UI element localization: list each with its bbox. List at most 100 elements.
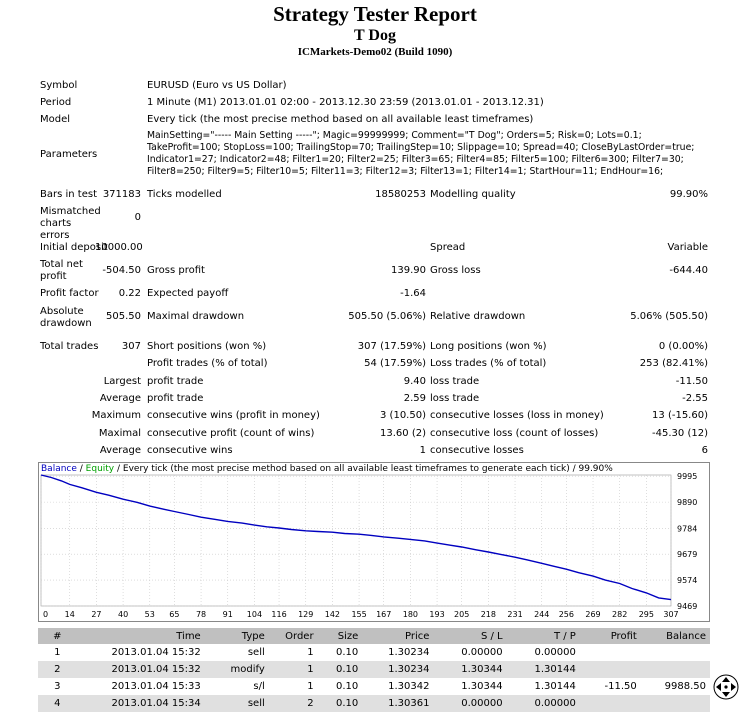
cell-sl: 1.30344 (461, 681, 503, 692)
reldd-label: Relative drawdown (430, 311, 526, 322)
cell-profit (579, 661, 641, 678)
short-label: Short positions (won %) (147, 341, 267, 352)
chart-caption-balance: Balance (41, 464, 77, 474)
report-server: ICMarkets-Demo02 (Build 1090) (297, 46, 453, 58)
cell-number: 4 (38, 695, 77, 712)
bars-label: Bars in test (40, 189, 97, 200)
maximum-label: Maximum (91, 410, 141, 421)
average2-label: Average (99, 445, 141, 456)
trades-label: Total trades (40, 341, 99, 352)
cons-losses-money-label: consecutive losses (loss in money) (430, 410, 604, 421)
move-arrows-icon[interactable] (713, 674, 739, 700)
y-tick-label: 9995 (677, 472, 697, 481)
trades-header-row: # Time Type Order Size Price S / L T / P… (38, 628, 710, 644)
ltrades-label: Loss trades (% of total) (430, 358, 547, 369)
report-subtitle: T Dog (354, 27, 396, 44)
deposit-value: 10000.00 (95, 242, 143, 253)
y-tick-label: 9890 (677, 498, 697, 507)
average-profit-value: 2.59 (403, 393, 426, 404)
cons-losses-money-value: 13 (-15.60) (652, 410, 708, 421)
mismatched-label: Mismatched charts errors (40, 206, 101, 241)
cell-type: sell (247, 647, 265, 658)
cell-type: modify (204, 661, 269, 678)
col-number: # (38, 628, 77, 644)
period-label: Period (40, 97, 72, 108)
largest-profit-label: profit trade (147, 376, 204, 387)
cell-profit: -11.50 (604, 681, 637, 692)
grossprofit-value: 139.90 (391, 265, 426, 276)
cell-order: 1 (307, 681, 314, 692)
balance-chart: Balance / Equity / Every tick (the most … (38, 462, 710, 622)
x-tick-label: 129 (298, 610, 313, 619)
plot-frame (40, 474, 672, 607)
quality-value: 99.90% (669, 189, 708, 200)
col-size: Size (317, 628, 363, 644)
long-value: 0 (0.00%) (658, 341, 708, 352)
avg-cons-wins-label: consecutive wins (147, 445, 233, 456)
cons-loss-count-value: -45.30 (12) (652, 428, 708, 439)
chart-caption-sep: / (76, 464, 86, 474)
x-tick-label: 104 (247, 610, 262, 619)
bars-value: 371183 (102, 189, 141, 200)
x-tick-label: 256 (559, 610, 574, 619)
spread-value: Variable (667, 242, 709, 253)
netprofit-value: -504.50 (102, 265, 141, 276)
table-row: 4 2013.01.04 15:34 sell 2 0.10 1.30361 0… (38, 695, 710, 712)
x-tick-label: 167 (376, 610, 391, 619)
grossprofit-label: Gross profit (147, 265, 205, 276)
chart-caption-rest: / Every tick (the most precise method ba… (114, 464, 613, 474)
average-label: Average (99, 393, 141, 404)
short-value: 307 (17.59%) (357, 341, 426, 352)
absdd-label: Absolute drawdown (40, 306, 92, 329)
x-tick-label: 27 (91, 610, 101, 619)
x-tick-label: 40 (118, 610, 128, 619)
x-tick-label: 155 (351, 610, 366, 619)
cell-price: 1.30342 (388, 681, 430, 692)
largest-profit-value: 9.40 (403, 376, 426, 387)
cell-time: 2013.01.04 15:32 (111, 647, 201, 658)
absdd-value: 505.50 (106, 311, 141, 322)
y-tick-label: 9469 (677, 602, 697, 611)
cell-profit (580, 644, 641, 661)
cons-loss-count-label: consecutive loss (count of losses) (430, 428, 599, 439)
cell-time: 2013.01.04 15:33 (111, 681, 201, 692)
x-tick-label: 231 (507, 610, 522, 619)
parameters-value: MainSetting="----- Main Setting -----"; … (147, 130, 695, 177)
table-row: 3 2013.01.04 15:33 s/l 1 0.10 1.30342 1.… (38, 678, 710, 695)
symbol-label: Symbol (40, 80, 78, 91)
cell-number: 2 (38, 661, 77, 678)
avg-cons-wins-value: 1 (419, 445, 426, 456)
cell-balance (640, 695, 710, 712)
cell-tp: 1.30144 (506, 661, 580, 678)
balance-series-line (40, 474, 672, 601)
average-loss-label: loss trade (430, 393, 480, 404)
x-tick-label: 205 (454, 610, 469, 619)
cell-price: 1.30361 (362, 695, 434, 712)
x-tick-label: 0 (43, 610, 48, 619)
cons-profit-count-value: 13.60 (2) (380, 428, 426, 439)
avg-cons-losses-value: 6 (701, 445, 708, 456)
long-label: Long positions (won %) (430, 341, 547, 352)
largest-loss-value: -11.50 (675, 376, 708, 387)
ptrades-label: Profit trades (% of total) (147, 358, 268, 369)
col-price: Price (362, 628, 434, 644)
x-tick-label: 244 (534, 610, 549, 619)
col-time: Time (76, 628, 205, 644)
col-type: Type (204, 628, 269, 644)
cell-tp: 1.30144 (534, 681, 576, 692)
spread-label: Spread (430, 242, 466, 253)
col-profit: Profit (579, 628, 641, 644)
cell-order: 2 (268, 695, 318, 712)
cell-balance (640, 661, 710, 678)
x-tick-label: 180 (403, 610, 418, 619)
x-tick-label: 282 (612, 610, 627, 619)
largest-loss-label: loss trade (430, 376, 480, 387)
mismatched-value: 0 (134, 212, 141, 223)
pf-label: Profit factor (40, 288, 99, 299)
cell-type: s/l (253, 681, 265, 692)
x-tick-label: 295 (639, 610, 654, 619)
x-tick-label: 218 (481, 610, 496, 619)
ticks-value: 18580253 (375, 189, 426, 200)
report-title: Strategy Tester Report (273, 2, 477, 26)
x-tick-label: 116 (271, 610, 286, 619)
